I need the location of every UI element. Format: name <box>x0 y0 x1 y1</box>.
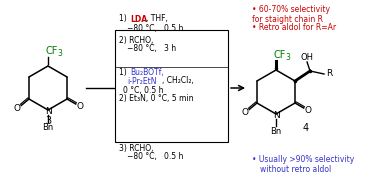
Text: 3: 3 <box>57 48 62 58</box>
Text: • Usually >90% selectivity: • Usually >90% selectivity <box>252 155 354 165</box>
Text: , THF,: , THF, <box>146 15 168 23</box>
Text: without retro aldol: without retro aldol <box>260 165 331 173</box>
Text: 1): 1) <box>119 68 129 76</box>
Text: O: O <box>76 102 84 111</box>
Text: 3) RCHO,: 3) RCHO, <box>119 143 153 153</box>
Text: 4: 4 <box>303 123 309 133</box>
Text: Bu₂BOTf,: Bu₂BOTf, <box>130 68 164 76</box>
Text: , CH₂Cl₂,: , CH₂Cl₂, <box>162 76 194 86</box>
Text: • 60-70% selectivity: • 60-70% selectivity <box>252 5 330 15</box>
Text: 3: 3 <box>285 52 290 62</box>
Text: 1): 1) <box>119 15 129 23</box>
Text: O: O <box>14 104 21 113</box>
Bar <box>115 30 228 142</box>
Text: 0 °C, 0.5 h: 0 °C, 0.5 h <box>123 86 164 94</box>
Text: N: N <box>273 110 279 120</box>
Text: for staight chain R: for staight chain R <box>252 15 323 23</box>
Text: O: O <box>305 106 311 115</box>
Text: 3: 3 <box>45 116 51 126</box>
Text: N: N <box>45 106 51 116</box>
Text: −80 °C,   0.5 h: −80 °C, 0.5 h <box>127 153 183 161</box>
Text: Bn: Bn <box>42 122 54 132</box>
Text: 2) RCHO,: 2) RCHO, <box>119 35 153 45</box>
Text: CF: CF <box>46 46 58 56</box>
Text: −80 °C,   3 h: −80 °C, 3 h <box>127 45 176 54</box>
Text: CF: CF <box>274 50 287 60</box>
Text: −80 °C,   0.5 h: −80 °C, 0.5 h <box>127 23 183 33</box>
Text: LDA: LDA <box>130 15 147 23</box>
Text: • Retro aldol for R=Ar: • Retro aldol for R=Ar <box>252 23 336 33</box>
Text: R: R <box>326 70 332 78</box>
Text: i-Pr₂EtN: i-Pr₂EtN <box>127 76 156 86</box>
Text: OH: OH <box>301 52 314 62</box>
Text: Bn: Bn <box>270 126 282 136</box>
Text: O: O <box>242 108 249 117</box>
Text: 2) Et₃N, 0 °C, 5 min: 2) Et₃N, 0 °C, 5 min <box>119 94 194 104</box>
